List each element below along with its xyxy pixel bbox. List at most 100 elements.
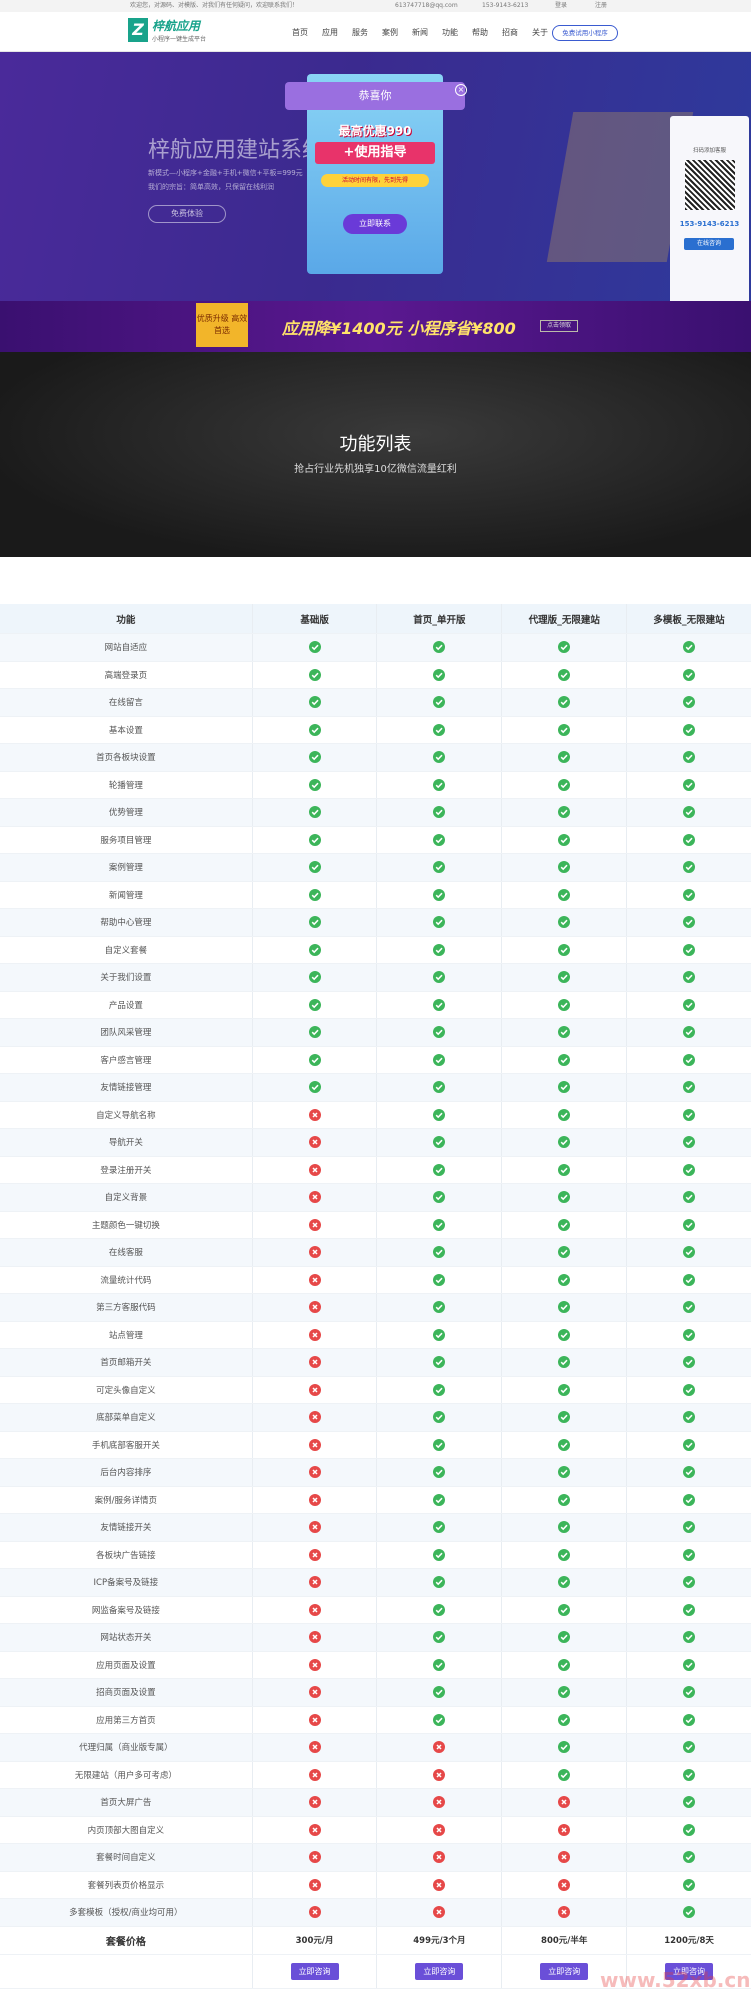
check-icon: [683, 1273, 696, 1286]
support-cell: [376, 1101, 501, 1128]
consult-button[interactable]: 立即咨询: [290, 1962, 339, 1980]
support-cell: [501, 1459, 626, 1486]
support-cell: [376, 1294, 501, 1321]
check-icon: [433, 723, 446, 736]
popup-button[interactable]: 立即联系: [343, 214, 407, 234]
support-cell: [251, 716, 377, 743]
support-cell: [501, 1624, 626, 1651]
support-cell: [626, 1404, 751, 1431]
feature-name: 案例管理: [108, 863, 143, 874]
strip-button[interactable]: 点击领取: [540, 320, 578, 332]
support-cell: [376, 1431, 501, 1458]
feature-name: 多套模板（授权/商业均可用）: [69, 1908, 183, 1919]
consult-button[interactable]: 立即咨询: [540, 1962, 589, 1980]
support-cell: [501, 1816, 626, 1843]
support-cell: [501, 689, 626, 716]
check-icon: [308, 888, 321, 901]
cross-icon: [558, 1878, 571, 1891]
support-cell: [501, 1046, 626, 1073]
menu-item[interactable]: 新闻: [412, 27, 428, 37]
close-button[interactable]: ×: [455, 84, 467, 96]
support-cell: [626, 744, 751, 771]
support-cell: [626, 1706, 751, 1733]
check-icon: [683, 1053, 696, 1066]
support-cell: [626, 1871, 751, 1898]
check-icon: [433, 1273, 446, 1286]
feature-name: 招商页面及设置: [96, 1688, 156, 1699]
support-cell: [376, 1899, 501, 1926]
check-icon: [558, 1438, 571, 1451]
menu-item[interactable]: 服务: [352, 27, 368, 37]
email[interactable]: 613747718@qq.com: [395, 2, 458, 9]
feature-name: 网站状态开关: [100, 1633, 152, 1644]
menu-item[interactable]: 应用: [322, 27, 338, 37]
popup-note: 活动时间有限，先到先得: [321, 174, 429, 187]
feature-name: 在线留言: [108, 698, 143, 709]
check-icon: [683, 1383, 696, 1396]
cross-icon: [308, 1383, 321, 1396]
banner-button[interactable]: 免费体验: [148, 205, 226, 223]
check-icon: [308, 943, 321, 956]
login[interactable]: 登录: [555, 2, 568, 9]
support-cell: [501, 1541, 626, 1568]
logo[interactable]: 梓航应用: [152, 19, 201, 33]
support-cell: [626, 991, 751, 1018]
support-cell: [376, 826, 501, 853]
check-icon: [683, 1658, 696, 1671]
support-cell: [376, 1734, 501, 1761]
support-cell: [501, 1761, 626, 1788]
check-icon: [558, 641, 571, 654]
feature-name: 套餐列表页价格显示: [87, 1880, 165, 1891]
support-cell: [501, 1569, 626, 1596]
check-icon: [558, 778, 571, 791]
check-icon: [433, 943, 446, 956]
support-cell: [501, 1899, 626, 1926]
menu-item[interactable]: 案例: [382, 27, 398, 37]
support-cell: [376, 1376, 501, 1403]
popup: 恭喜你 最高优惠990 +使用指导 活动时间有限，先到先得 立即联系: [285, 74, 465, 274]
menu-item[interactable]: 首页: [292, 27, 308, 37]
menu-item[interactable]: 功能: [442, 27, 458, 37]
support-cell: [501, 1404, 626, 1431]
check-icon: [558, 998, 571, 1011]
strip-badge: 优质升级 高效首选: [196, 303, 248, 347]
check-icon: [308, 723, 321, 736]
support-cell: [626, 1266, 751, 1293]
check-icon: [683, 1493, 696, 1506]
check-icon: [433, 696, 446, 709]
support-cell: [501, 744, 626, 771]
table-row: ICP备案号及链接: [0, 1569, 751, 1597]
qr-button[interactable]: 在线咨询: [684, 238, 734, 250]
support-cell: [251, 1569, 377, 1596]
table-row: 无限建站（用户多可考虑）: [0, 1761, 751, 1789]
cross-icon: [308, 1548, 321, 1561]
support-cell: [501, 771, 626, 798]
top-bar: 欢迎您，对源码、对模版、对我们有任何疑问，欢迎联系我们！ 613747718@q…: [0, 0, 751, 12]
support-cell: [626, 826, 751, 853]
table-row: 首页邮箱开关: [0, 1349, 751, 1377]
check-icon: [308, 833, 321, 846]
check-icon: [558, 1136, 571, 1149]
support-cell: [376, 689, 501, 716]
consult-button[interactable]: 立即咨询: [415, 1962, 464, 1980]
cta-button[interactable]: 免费试用小程序: [552, 25, 618, 41]
check-icon: [683, 998, 696, 1011]
menu-item[interactable]: 帮助: [472, 27, 488, 37]
support-cell: [376, 1844, 501, 1871]
consult-button[interactable]: 立即咨询: [665, 1962, 714, 1980]
check-icon: [683, 696, 696, 709]
support-cell: [376, 1816, 501, 1843]
table-row: 在线留言: [0, 689, 751, 717]
support-cell: [501, 881, 626, 908]
menu-item[interactable]: 招商: [502, 27, 518, 37]
support-cell: [501, 1349, 626, 1376]
register[interactable]: 注册: [595, 2, 608, 9]
table-row: 网站自适应: [0, 634, 751, 662]
menu-item[interactable]: 关于: [532, 27, 548, 37]
check-icon: [433, 1548, 446, 1561]
table-row: 友情链接管理: [0, 1074, 751, 1102]
check-icon: [433, 1576, 446, 1589]
support-cell: [251, 1101, 377, 1128]
cross-icon: [308, 1521, 321, 1534]
cross-icon: [308, 1576, 321, 1589]
